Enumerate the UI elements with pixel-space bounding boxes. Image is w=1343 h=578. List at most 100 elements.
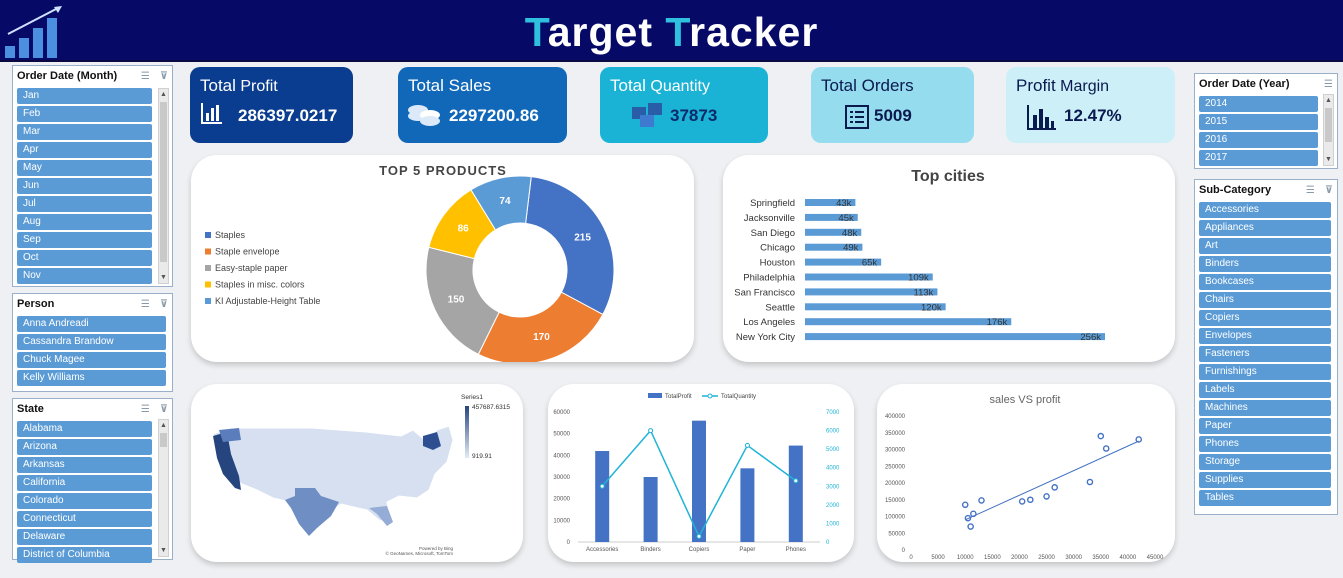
multi-select-icon[interactable]: ☰ xyxy=(140,298,150,310)
slicer-item[interactable]: Paper xyxy=(1199,418,1331,434)
data-label: 65k xyxy=(862,258,878,269)
scatter-point xyxy=(1086,478,1094,486)
slicer-item[interactable]: Sep xyxy=(17,232,152,248)
slicer-item[interactable]: Accessories xyxy=(1199,202,1331,218)
y2-tick: 6000 xyxy=(826,429,840,435)
slicer-item[interactable]: Nov xyxy=(17,268,152,284)
multi-select-icon[interactable]: ☰ xyxy=(140,403,150,415)
legend-label: Staples xyxy=(215,230,246,240)
slicer-item[interactable]: California xyxy=(17,475,152,491)
slicer-item[interactable]: Connecticut xyxy=(17,511,152,527)
slicer-item[interactable]: Jan xyxy=(17,88,152,104)
kpi-value: 12.47% xyxy=(1064,106,1122,125)
y2-tick: 3000 xyxy=(826,484,840,490)
category-label: San Diego xyxy=(751,228,795,239)
slicer-item[interactable]: Machines xyxy=(1199,400,1331,416)
slicer-item[interactable]: Bookcases xyxy=(1199,274,1331,290)
slicer-item[interactable]: Alabama xyxy=(17,421,152,437)
slicer-item[interactable]: Kelly Williams xyxy=(17,370,166,386)
slicer-item[interactable]: Chuck Magee xyxy=(17,352,166,368)
slicer-item[interactable]: Delaware xyxy=(17,529,152,545)
category-label: Seattle xyxy=(765,302,795,313)
scrollbar[interactable]: ▲ ▼ xyxy=(158,88,169,284)
scatter-point xyxy=(1043,493,1050,500)
slicer-item[interactable]: Feb xyxy=(17,106,152,122)
x-tick: 40000 xyxy=(1120,555,1137,561)
slicer-item[interactable]: 2015 xyxy=(1199,114,1318,130)
bar xyxy=(805,258,882,266)
new-york-region xyxy=(423,432,441,450)
slicer-item[interactable]: Colorado xyxy=(17,493,152,509)
data-label: 43k xyxy=(836,198,852,209)
slicer-item[interactable]: Tables xyxy=(1199,490,1331,506)
slicer-item[interactable]: Labels xyxy=(1199,382,1331,398)
slicer-item[interactable]: Furnishings xyxy=(1199,364,1331,380)
donut-slice xyxy=(470,175,532,231)
slicer-item[interactable]: Copiers xyxy=(1199,310,1331,326)
y-tick: 250000 xyxy=(885,464,906,470)
slicer-item[interactable]: Arizona xyxy=(17,439,152,455)
x-tick: Binders xyxy=(640,547,660,553)
slicer-item[interactable]: Envelopes xyxy=(1199,328,1331,344)
slicer-item[interactable]: Apr xyxy=(17,142,152,158)
clear-filter-icon[interactable]: ⊽ xyxy=(159,403,168,415)
legend-label: TotalProfit xyxy=(665,394,692,400)
bar xyxy=(740,468,755,542)
kpi-value: 2297200.86 xyxy=(449,106,539,125)
slicer-item[interactable]: Phones xyxy=(1199,436,1331,452)
legend-min: 919.91 xyxy=(472,453,492,460)
slicer-item[interactable]: Cassandra Brandow xyxy=(17,334,166,350)
y-tick: 350000 xyxy=(885,431,906,437)
multi-select-icon[interactable]: ☰ xyxy=(1305,184,1315,196)
multi-select-icon[interactable]: ☰ xyxy=(140,70,150,82)
slicer-item[interactable]: Mar xyxy=(17,124,152,140)
slicer-item[interactable]: 2014 xyxy=(1199,96,1318,112)
data-label: 176k xyxy=(987,317,1008,328)
legend-label: Staples in misc. colors xyxy=(215,280,305,290)
y-tick: 400000 xyxy=(885,414,906,420)
slicer-item[interactable]: Appliances xyxy=(1199,220,1331,236)
chart-title: TOP 5 PRODUCTS xyxy=(379,163,507,178)
clear-filter-icon[interactable]: ⊽ xyxy=(1324,184,1333,196)
sales-vs-profit-chart: sales VS profit 400000350000300000250000… xyxy=(885,394,1164,561)
line-point xyxy=(648,428,654,434)
slicer-item[interactable]: Storage xyxy=(1199,454,1331,470)
x-tick: 30000 xyxy=(1065,555,1082,561)
category-label: Los Angeles xyxy=(743,317,795,328)
slicer-item[interactable]: Oct xyxy=(17,250,152,266)
clear-filter-icon[interactable]: ⊽ xyxy=(159,70,168,82)
category-label: Philadelphia xyxy=(743,273,795,284)
scrollbar[interactable]: ▲ ▼ xyxy=(1323,94,1334,166)
slicer-item[interactable]: Arkansas xyxy=(17,457,152,473)
slicer-item[interactable]: Binders xyxy=(1199,256,1331,272)
scrollbar[interactable]: ▲ ▼ xyxy=(158,419,169,557)
trendline xyxy=(965,440,1139,521)
slicer-item[interactable]: Anna Andreadi xyxy=(17,316,166,332)
data-label: 45k xyxy=(838,213,854,224)
kpi-total-profit: Total Profit 286397.0217 xyxy=(190,67,353,143)
slicer-item[interactable]: May xyxy=(17,160,152,176)
multi-select-icon[interactable]: ☰ xyxy=(1324,78,1333,90)
list-icon xyxy=(845,105,869,129)
y-tick: 300000 xyxy=(885,448,906,454)
y-tick: 50000 xyxy=(888,531,905,537)
slicer-item[interactable]: Supplies xyxy=(1199,472,1331,488)
slicer-item[interactable]: Jul xyxy=(17,196,152,212)
slicer-item[interactable]: Fasteners xyxy=(1199,346,1331,362)
x-tick: Phones xyxy=(786,547,806,553)
slicer-item[interactable]: Jun xyxy=(17,178,152,194)
slicer-item[interactable]: Chairs xyxy=(1199,292,1331,308)
x-tick: Copiers xyxy=(689,547,710,553)
legend-max: 457687.6315 xyxy=(472,404,510,411)
slicer-item[interactable]: Aug xyxy=(17,214,152,230)
clear-filter-icon[interactable]: ⊽ xyxy=(159,298,168,310)
data-label: 256k xyxy=(1080,332,1101,343)
line-point xyxy=(696,533,702,539)
slicer-item[interactable]: Art xyxy=(1199,238,1331,254)
legend-label: Staple envelope xyxy=(215,247,280,257)
slicer-item[interactable]: 2016 xyxy=(1199,132,1318,148)
slicer-item[interactable]: 2017 xyxy=(1199,150,1318,166)
scatter-point xyxy=(978,497,985,504)
slicer-item[interactable]: District of Columbia xyxy=(17,547,152,563)
legend-swatch xyxy=(205,281,211,288)
